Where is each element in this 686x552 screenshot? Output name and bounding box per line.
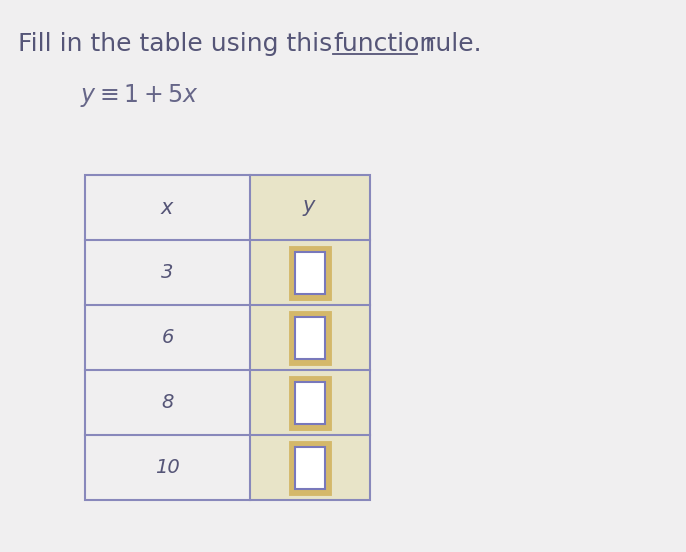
Text: 8: 8 (161, 393, 174, 412)
Text: function: function (333, 32, 435, 56)
Bar (250, 175, 370, 500)
Text: rule.: rule. (417, 32, 482, 56)
Text: Fill in the table using this: Fill in the table using this (18, 32, 340, 56)
Bar (291, 312, 329, 363)
Bar (295, 381, 325, 423)
Text: $y \equiv 1+5x$: $y \equiv 1+5x$ (80, 82, 199, 109)
Bar (295, 252, 325, 294)
Text: $x$: $x$ (160, 198, 175, 217)
Bar (295, 447, 325, 489)
Text: 3: 3 (161, 263, 174, 282)
Text: $y$: $y$ (303, 198, 318, 217)
Text: 6: 6 (161, 328, 174, 347)
Bar (291, 378, 329, 427)
Bar (291, 443, 329, 492)
Text: 10: 10 (155, 458, 180, 477)
Bar (291, 247, 329, 298)
Bar (295, 316, 325, 358)
Bar (85, 175, 370, 500)
